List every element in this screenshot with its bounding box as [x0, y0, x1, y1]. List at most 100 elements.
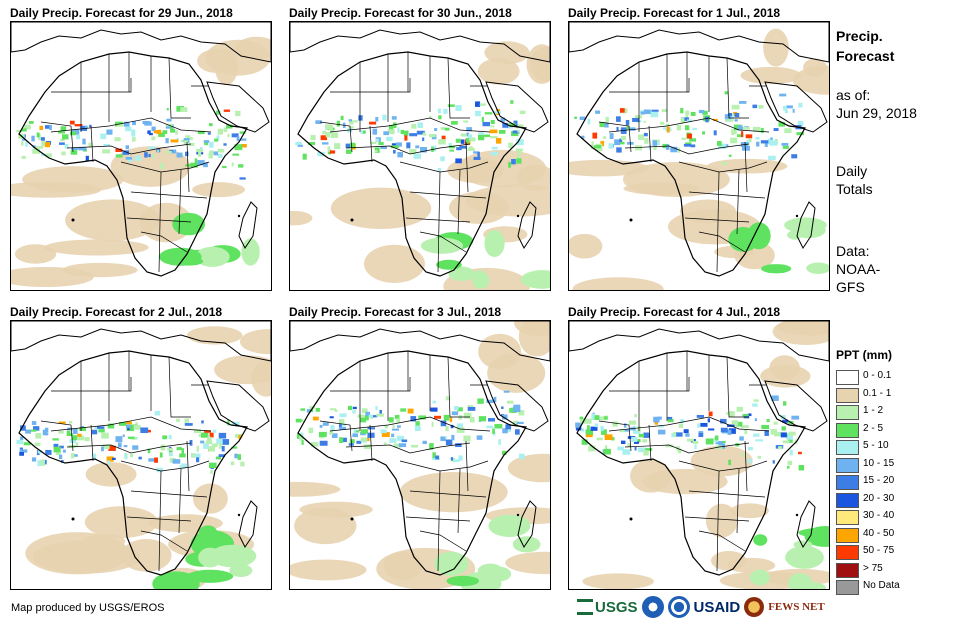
rain-cell: [456, 423, 464, 428]
southern-rain-cell: [241, 238, 260, 266]
rain-cell: [637, 447, 646, 453]
country-border: [598, 121, 632, 153]
country-border: [319, 121, 353, 153]
rain-cell: [234, 453, 238, 459]
rain-cell: [184, 418, 189, 423]
rain-cell: [361, 408, 368, 414]
rain-cell: [160, 162, 164, 169]
rain-cell: [511, 131, 519, 137]
rain-cell: [490, 151, 498, 156]
rain-cell: [657, 416, 662, 420]
rain-cell: [72, 428, 78, 434]
rain-cell: [702, 110, 708, 115]
southern-rain-cell: [198, 525, 218, 539]
rain-cell: [484, 112, 493, 115]
rain-cell: [396, 418, 401, 423]
rain-cell: [755, 439, 764, 442]
arabia-outline: [485, 380, 549, 432]
noaa-logo-icon: [641, 596, 664, 618]
rain-cell: [339, 437, 344, 443]
legend-label: 40 - 50: [863, 527, 895, 539]
rain-cell: [68, 433, 74, 436]
rain-cell: [604, 434, 613, 441]
light-precip-area: [630, 459, 672, 493]
rain-cell: [599, 121, 605, 128]
rain-cell: [753, 433, 760, 437]
rain-cell: [301, 439, 304, 445]
rain-cell: [189, 439, 193, 446]
legend-swatch: [836, 580, 859, 595]
rain-cell: [517, 129, 520, 133]
rain-cell: [640, 111, 645, 115]
panel-title-4: Daily Precip. Forecast for 2 Jul., 2018: [10, 305, 223, 319]
rain-cell: [194, 158, 198, 164]
data-source-block: Data: NOAA- GFS: [836, 242, 880, 296]
rain-cell: [45, 153, 52, 158]
country-border: [726, 356, 749, 418]
rain-cell: [595, 110, 601, 114]
rain-cell: [148, 153, 151, 158]
country-border: [40, 420, 74, 452]
country-border: [51, 377, 132, 392]
legend-label: No Data: [863, 580, 900, 591]
light-precip-area: [727, 557, 776, 573]
rain-cell: [752, 403, 758, 407]
rain-cell: [665, 123, 670, 126]
light-precip-area: [290, 481, 341, 497]
rain-cell: [295, 418, 302, 423]
rain-cell: [490, 120, 495, 125]
legend-swatch: [836, 492, 859, 508]
rain-cell: [148, 132, 153, 136]
rain-cell: [422, 137, 425, 142]
island-dot: [71, 218, 75, 222]
rain-cell: [440, 436, 446, 442]
rain-cell: [58, 430, 64, 434]
rain-cell: [117, 442, 122, 448]
rain-cell: [477, 134, 485, 141]
madagascar-outline: [796, 201, 816, 249]
rain-cell: [730, 137, 738, 144]
rain-cell: [457, 407, 463, 412]
country-border: [744, 141, 748, 193]
rain-cell: [440, 420, 447, 427]
rain-cell: [761, 424, 770, 430]
rain-cell: [156, 129, 162, 135]
southern-rain-cell: [753, 534, 768, 546]
rain-cell: [604, 416, 608, 420]
rain-cell: [334, 409, 338, 412]
rain-cell: [327, 146, 330, 152]
rain-cell: [449, 145, 456, 149]
rain-cell: [782, 419, 789, 423]
light-precip-area: [330, 187, 432, 230]
rain-cell: [441, 135, 446, 141]
rain-cell: [133, 425, 141, 430]
rain-cell: [739, 101, 747, 104]
rain-cell: [630, 427, 636, 431]
rain-cell: [616, 127, 619, 132]
rain-cell: [61, 151, 66, 156]
rain-cell: [106, 456, 114, 462]
panel-title-2: Daily Precip. Forecast for 30 Jun., 2018: [289, 6, 512, 20]
rain-cell: [383, 131, 389, 136]
light-precip-area: [11, 266, 94, 288]
rain-cell: [493, 396, 497, 403]
rain-cell: [435, 455, 440, 460]
light-precip-area: [192, 483, 228, 514]
rain-cell: [58, 142, 65, 145]
rain-cell: [352, 406, 357, 410]
light-precip-area: [84, 506, 158, 539]
light-precip-area: [763, 28, 789, 67]
rain-cell: [466, 127, 473, 132]
rain-cell: [193, 428, 202, 434]
rain-cell: [635, 115, 642, 119]
rain-cell: [188, 142, 195, 147]
rain-cell: [713, 130, 717, 136]
rain-cell: [300, 432, 303, 438]
rain-cell: [449, 149, 455, 152]
heading-line-2: Forecast: [836, 48, 895, 64]
forecast-map-5: [289, 320, 551, 590]
rain-cell: [319, 440, 328, 446]
europe-outline: [290, 321, 550, 362]
rain-cell: [98, 429, 105, 433]
rain-cell: [458, 415, 463, 420]
